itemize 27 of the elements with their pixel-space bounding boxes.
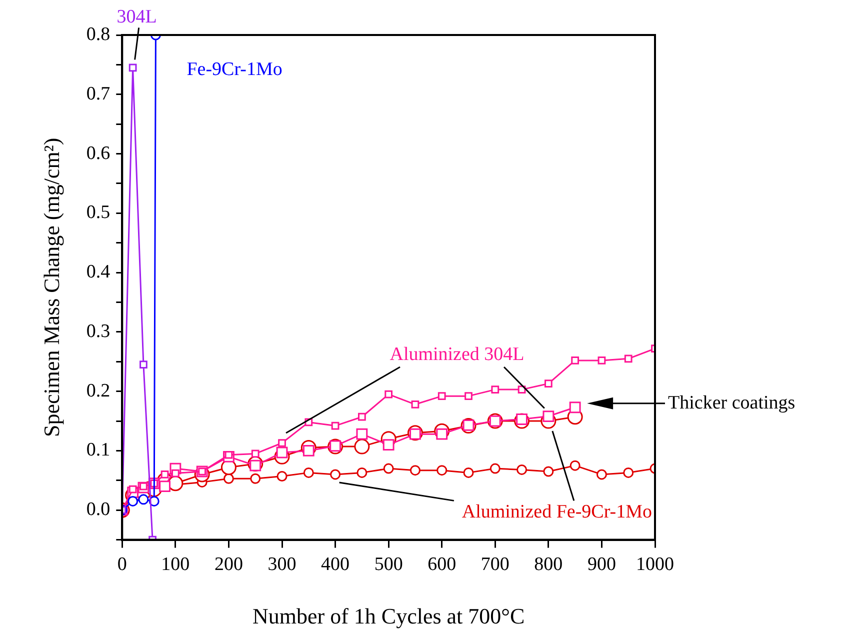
y-tick-label: 0.7	[86, 83, 110, 104]
y-tick-label: 0.5	[86, 202, 110, 224]
x-tick-label: 200	[214, 554, 243, 576]
y-tick-label: 0.1	[86, 440, 110, 461]
y-tick-label: 0.8	[86, 24, 110, 45]
x-tick-label: 1000	[636, 554, 674, 576]
x-tick-label: 400	[321, 554, 350, 576]
x-tick-label: 800	[534, 554, 563, 576]
series-label: Fe-9Cr-1Mo	[186, 58, 282, 80]
y-axis-title: Specimen Mass Change (mg/cm²)	[38, 138, 64, 438]
x-tick-label: 0	[117, 554, 127, 576]
y-tick-label: 0.6	[86, 142, 110, 164]
x-tick-label: 300	[268, 554, 296, 576]
x-tick-label: 100	[161, 554, 190, 576]
x-tick-label: 500	[374, 554, 403, 576]
y-tick-label: 0.3	[86, 320, 110, 342]
x-axis-title: Number of 1h Cycles at 700°C	[252, 604, 525, 629]
series-label: Aluminized 304L	[390, 344, 524, 365]
text: Thicker coatings	[668, 392, 796, 414]
series-label: Aluminized Fe-9Cr-1Mo	[462, 502, 652, 523]
text: 304L	[116, 6, 157, 28]
x-tick-label: 900	[587, 554, 616, 576]
y-tick-label: 0.2	[86, 380, 110, 402]
x-tick-label: 600	[428, 554, 456, 576]
y-tick-label: 0.4	[86, 262, 111, 283]
y-tick-label: 0.0	[86, 499, 110, 520]
x-tick-label: 700	[480, 554, 510, 576]
